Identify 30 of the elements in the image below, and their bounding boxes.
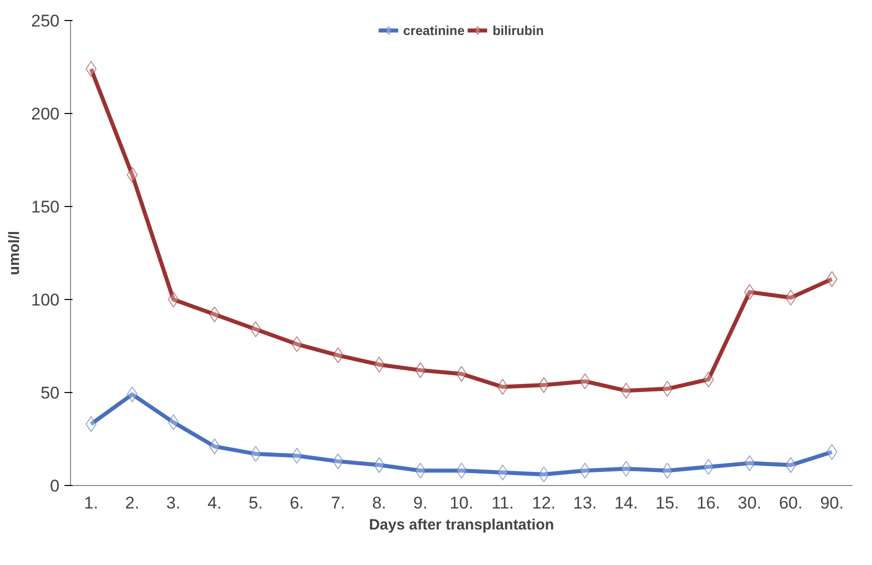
point — [168, 292, 179, 308]
x-tick-label: 9. — [413, 494, 428, 512]
x-tick-label: 60. — [778, 494, 803, 512]
y-tick-label: 0 — [50, 476, 60, 496]
x-tick-label: 12. — [532, 494, 556, 512]
x-tick-label: 1. — [84, 494, 98, 512]
x-tick-label: 14. — [614, 494, 638, 512]
x-tick-label: 6. — [290, 494, 304, 512]
y-tick-label: 150 — [31, 198, 60, 216]
y-tick-label: 50 — [40, 384, 60, 402]
x-tick-label: 3. — [166, 494, 180, 512]
x-tick-label: 90. — [820, 494, 844, 512]
x-axis-title: Days after transplantation — [368, 516, 554, 534]
legend-label: bilirubin — [492, 22, 544, 38]
x-tick-label: 10. — [450, 494, 474, 512]
x-tick-label: 30. — [738, 494, 762, 512]
y-tick-label: 250 — [31, 12, 60, 30]
y-axis-title: umol/l — [6, 230, 24, 276]
x-tick-label: 8. — [372, 494, 386, 512]
y-tick-label: 200 — [31, 104, 60, 124]
x-tick-label: 15. — [655, 494, 680, 512]
x-tick-label: 4. — [207, 494, 222, 512]
y-tick-label: 100 — [31, 290, 60, 310]
legend-label: creatinine — [403, 22, 465, 38]
x-tick-label: 16. — [696, 494, 720, 512]
x-tick-label: 13. — [573, 494, 597, 512]
x-tick-label: 7. — [330, 494, 346, 512]
x-tick-label: 2. — [125, 494, 140, 512]
x-tick-label: 11. — [491, 494, 514, 512]
x-tick-label: 5. — [248, 494, 263, 512]
